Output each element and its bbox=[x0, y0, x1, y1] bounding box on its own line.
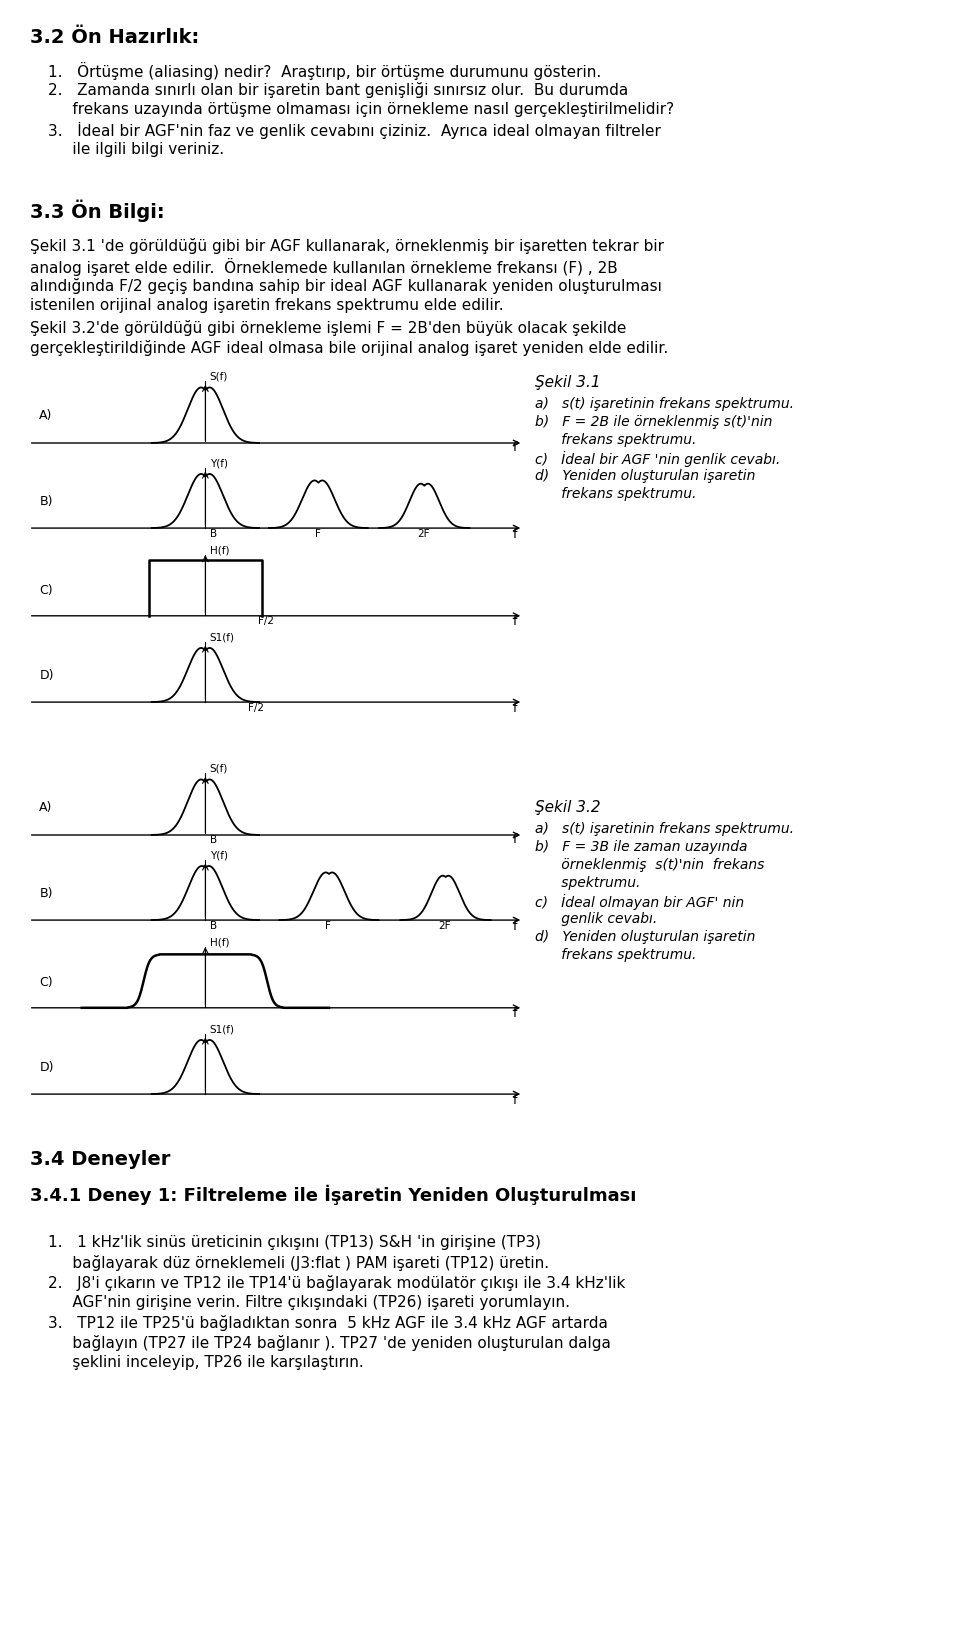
Text: A): A) bbox=[39, 800, 53, 814]
Text: F/2: F/2 bbox=[258, 617, 275, 626]
Text: b)   F = 2B ile örneklenmiş s(t)'nin: b) F = 2B ile örneklenmiş s(t)'nin bbox=[535, 415, 773, 430]
Text: 2F: 2F bbox=[439, 921, 451, 931]
Text: S1(f): S1(f) bbox=[209, 1025, 234, 1035]
Text: d)   Yeniden oluşturulan işaretin: d) Yeniden oluşturulan işaretin bbox=[535, 931, 756, 944]
Text: Şekil 3.1 'de görüldüğü gibi bir AGF kullanarak, örneklenmiş bir işaretten tekra: Şekil 3.1 'de görüldüğü gibi bir AGF kul… bbox=[30, 238, 664, 254]
Text: D): D) bbox=[39, 669, 54, 682]
Text: gerçekleştirildiğinde AGF ideal olmasa bile orijinal analog işaret yeniden elde : gerçekleştirildiğinde AGF ideal olmasa b… bbox=[30, 340, 668, 356]
Text: frekans spektrumu.: frekans spektrumu. bbox=[535, 486, 696, 501]
Text: alındığında F/2 geçiş bandına sahip bir ideal AGF kullanarak yeniden oluşturulma: alındığında F/2 geçiş bandına sahip bir … bbox=[30, 278, 661, 294]
Text: S(f): S(f) bbox=[209, 373, 228, 382]
Text: B): B) bbox=[39, 887, 53, 900]
Text: Şekil 3.1: Şekil 3.1 bbox=[535, 374, 601, 390]
Text: 3.4.1 Deney 1: Filtreleme ile İşaretin Yeniden Oluşturulması: 3.4.1 Deney 1: Filtreleme ile İşaretin Y… bbox=[30, 1184, 636, 1206]
Text: spektrumu.: spektrumu. bbox=[535, 875, 640, 890]
Text: analog işaret elde edilir.  Örneklemede kullanılan örnekleme frekansı (F) , 2B: analog işaret elde edilir. Örneklemede k… bbox=[30, 259, 617, 277]
Text: B: B bbox=[209, 921, 217, 931]
Text: 3.4 Deneyler: 3.4 Deneyler bbox=[30, 1150, 170, 1170]
Text: bağlayın (TP27 ile TP24 bağlanır ). TP27 'de yeniden oluşturulan dalga: bağlayın (TP27 ile TP24 bağlanır ). TP27… bbox=[48, 1336, 611, 1350]
Text: 2.   Zamanda sınırlı olan bir işaretin bant genişliği sınırsız olur.  Bu durumda: 2. Zamanda sınırlı olan bir işaretin ban… bbox=[48, 81, 628, 98]
Text: H(f): H(f) bbox=[209, 545, 229, 555]
Text: 3.   TP12 ile TP25'ü bağladıktan sonra  5 kHz AGF ile 3.4 kHz AGF artarda: 3. TP12 ile TP25'ü bağladıktan sonra 5 k… bbox=[48, 1315, 608, 1331]
Text: H(f): H(f) bbox=[209, 937, 229, 947]
Text: Şekil 3.2'de görüldüğü gibi örnekleme işlemi F = 2B'den büyük olacak şekilde: Şekil 3.2'de görüldüğü gibi örnekleme iş… bbox=[30, 321, 626, 337]
Text: frekans spektrumu.: frekans spektrumu. bbox=[535, 433, 696, 447]
Text: 3.   İdeal bir AGF'nin faz ve genlik cevabını çiziniz.  Ayrıca ideal olmayan fil: 3. İdeal bir AGF'nin faz ve genlik cevab… bbox=[48, 122, 660, 138]
Text: 1.   Örtüşme (aliasing) nedir?  Araştırıp, bir örtüşme durumunu gösterin.: 1. Örtüşme (aliasing) nedir? Araştırıp, … bbox=[48, 62, 601, 80]
Text: F/2: F/2 bbox=[248, 703, 264, 713]
Text: F: F bbox=[315, 529, 321, 539]
Text: A): A) bbox=[39, 408, 53, 421]
Text: B: B bbox=[209, 835, 217, 844]
Text: Y(f): Y(f) bbox=[209, 459, 228, 469]
Text: şeklini inceleyip, TP26 ile karşılaştırın.: şeklini inceleyip, TP26 ile karşılaştırı… bbox=[48, 1355, 364, 1370]
Text: f: f bbox=[513, 833, 517, 846]
Text: f: f bbox=[513, 615, 517, 628]
Text: D): D) bbox=[39, 1061, 54, 1074]
Text: b)   F = 3B ile zaman uzayında: b) F = 3B ile zaman uzayında bbox=[535, 840, 748, 854]
Text: Şekil 3.2: Şekil 3.2 bbox=[535, 800, 601, 815]
Text: 2.   J8'i çıkarın ve TP12 ile TP14'ü bağlayarak modülatör çıkışı ile 3.4 kHz'lik: 2. J8'i çıkarın ve TP12 ile TP14'ü bağla… bbox=[48, 1276, 625, 1290]
Text: S(f): S(f) bbox=[209, 765, 228, 774]
Text: f: f bbox=[513, 701, 517, 714]
Text: f: f bbox=[513, 919, 517, 932]
Text: 2F: 2F bbox=[418, 529, 430, 539]
Text: f: f bbox=[513, 441, 517, 454]
Text: 3.2 Ön Hazırlık:: 3.2 Ön Hazırlık: bbox=[30, 28, 200, 47]
Text: örneklenmiş  s(t)'nin  frekans: örneklenmiş s(t)'nin frekans bbox=[535, 857, 764, 872]
Text: 1.   1 kHz'lik sinüs üreticinin çıkışını (TP13) S&H 'in girişine (TP3): 1. 1 kHz'lik sinüs üreticinin çıkışını (… bbox=[48, 1235, 541, 1250]
Text: Y(f): Y(f) bbox=[209, 851, 228, 861]
Text: F: F bbox=[325, 921, 331, 931]
Text: genlik cevabı.: genlik cevabı. bbox=[535, 913, 658, 926]
Text: B: B bbox=[209, 529, 217, 539]
Text: c)   İdeal olmayan bir AGF' nin: c) İdeal olmayan bir AGF' nin bbox=[535, 893, 744, 909]
Text: istenilen orijinal analog işaretin frekans spektrumu elde edilir.: istenilen orijinal analog işaretin freka… bbox=[30, 298, 504, 312]
Text: frekans uzayında örtüşme olmaması için örnekleme nasıl gerçekleştirilmelidir?: frekans uzayında örtüşme olmaması için ö… bbox=[48, 103, 674, 117]
Text: C): C) bbox=[39, 976, 53, 989]
Text: a)   s(t) işaretinin frekans spektrumu.: a) s(t) işaretinin frekans spektrumu. bbox=[535, 397, 794, 412]
Text: f: f bbox=[513, 1007, 517, 1020]
Text: f: f bbox=[513, 1093, 517, 1106]
Text: a)   s(t) işaretinin frekans spektrumu.: a) s(t) işaretinin frekans spektrumu. bbox=[535, 822, 794, 836]
Text: bağlayarak düz örneklemeli (J3:flat ) PAM işareti (TP12) üretin.: bağlayarak düz örneklemeli (J3:flat ) PA… bbox=[48, 1254, 549, 1271]
Text: 3.3 Ön Bilgi:: 3.3 Ön Bilgi: bbox=[30, 200, 164, 223]
Text: C): C) bbox=[39, 584, 53, 597]
Text: frekans spektrumu.: frekans spektrumu. bbox=[535, 949, 696, 962]
Text: d)   Yeniden oluşturulan işaretin: d) Yeniden oluşturulan işaretin bbox=[535, 469, 756, 483]
Text: c)   İdeal bir AGF 'nin genlik cevabı.: c) İdeal bir AGF 'nin genlik cevabı. bbox=[535, 451, 780, 467]
Text: ile ilgili bilgi veriniz.: ile ilgili bilgi veriniz. bbox=[48, 142, 224, 156]
Text: f: f bbox=[513, 527, 517, 540]
Text: B): B) bbox=[39, 495, 53, 508]
Text: AGF'nin girişine verin. Filtre çıkışındaki (TP26) işareti yorumlayın.: AGF'nin girişine verin. Filtre çıkışında… bbox=[48, 1295, 570, 1310]
Text: S1(f): S1(f) bbox=[209, 633, 234, 643]
